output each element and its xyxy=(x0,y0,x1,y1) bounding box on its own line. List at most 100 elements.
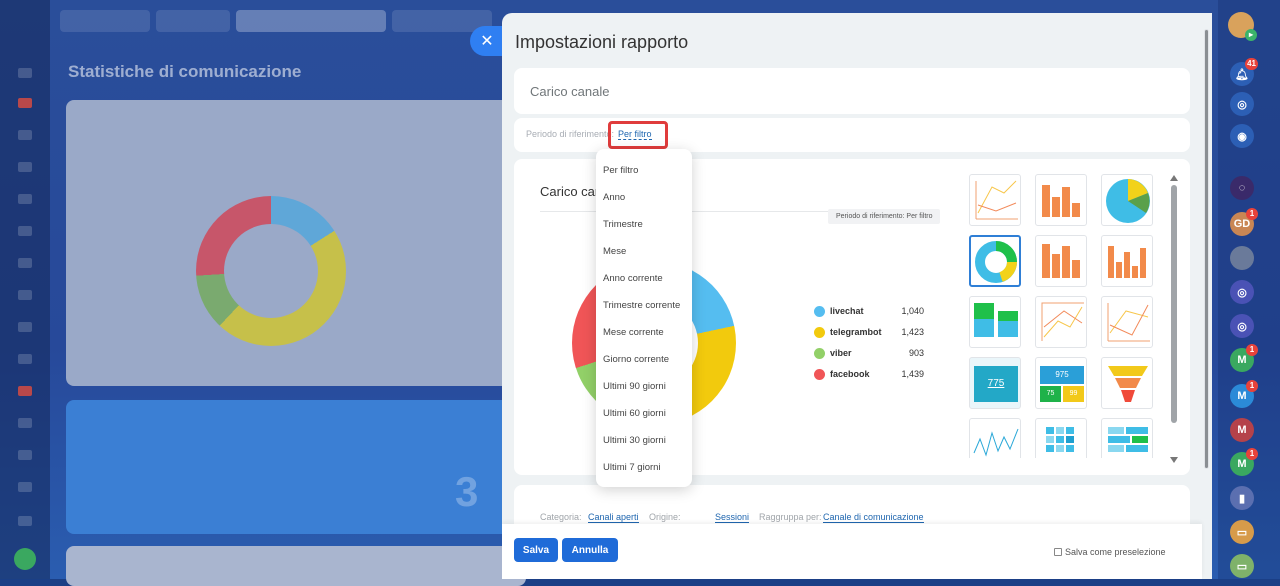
checkbox-icon[interactable] xyxy=(1054,548,1062,556)
period-option[interactable]: Mese corrente xyxy=(603,327,664,338)
group-avatar[interactable] xyxy=(1230,246,1254,270)
number-tile-thumbnail[interactable]: 775 xyxy=(969,357,1021,409)
period-option[interactable]: Anno corrente xyxy=(603,273,663,284)
legend-label: viber xyxy=(830,348,852,358)
avatar-m[interactable]: M xyxy=(1230,418,1254,442)
message-icon[interactable]: ▭ xyxy=(1230,520,1254,544)
save-button[interactable]: Salva xyxy=(514,538,558,562)
legend-value: 1,439 xyxy=(901,369,924,379)
unread-badge: 1 xyxy=(1246,380,1258,392)
period-option[interactable]: Ultimi 30 giorni xyxy=(603,435,666,446)
target-icon[interactable]: ◎ xyxy=(1230,92,1254,116)
bar-chart-icon xyxy=(1042,244,1080,278)
cancel-button[interactable]: Annulla xyxy=(562,538,618,562)
donut-chart-thumbnail[interactable] xyxy=(969,235,1021,287)
notification-badge: 41 xyxy=(1245,58,1258,70)
donut-chart-icon xyxy=(975,241,1017,283)
sidebar-icon xyxy=(18,322,32,332)
period-card: Periodo di riferimento: Per filtro xyxy=(514,118,1190,152)
gallery-scrollbar[interactable] xyxy=(1169,173,1179,463)
line-chart-thumbnail[interactable] xyxy=(1035,296,1087,348)
period-option[interactable]: Ultimi 60 giorni xyxy=(603,408,666,419)
line-chart-thumbnail[interactable] xyxy=(969,174,1021,226)
legend-item: viber 903 xyxy=(814,347,924,368)
report-name-value: Carico canale xyxy=(530,84,610,99)
scroll-down-icon[interactable] xyxy=(1170,457,1178,463)
heatmap-thumbnail[interactable] xyxy=(1035,418,1087,458)
legend-item: facebook 1,439 xyxy=(814,368,924,389)
legend-dot xyxy=(814,369,825,380)
bar-chart-thumbnail[interactable] xyxy=(1035,235,1087,287)
group-value[interactable]: Canale di comunicazione xyxy=(823,512,924,523)
period-selector-link[interactable]: Per filtro xyxy=(618,129,652,140)
sidebar-icon xyxy=(18,130,32,140)
legend-dot xyxy=(814,306,825,317)
period-option[interactable]: Giorno corrente xyxy=(603,354,670,365)
multi-number-thumbnail[interactable]: 975 75 99 xyxy=(1035,357,1087,409)
period-option[interactable]: Per filtro xyxy=(603,165,639,176)
period-dropdown: Per filtro Anno Trimestre Mese Anno corr… xyxy=(596,149,692,487)
background-big-number: 3 xyxy=(455,468,479,515)
bar-chart-thumbnail[interactable] xyxy=(1101,235,1153,287)
save-preset-checkbox[interactable]: Salva come preselezione xyxy=(1054,547,1166,557)
background-tab xyxy=(60,10,150,32)
sidebar-icon xyxy=(18,194,32,204)
legend-value: 1,040 xyxy=(901,306,924,316)
close-panel-button[interactable]: ✕ xyxy=(470,26,504,56)
bar-chart-icon xyxy=(1042,185,1080,217)
channel-icon[interactable]: ◎ xyxy=(1230,314,1254,338)
period-option[interactable]: Ultimi 7 giorni xyxy=(603,462,661,473)
bell-icon[interactable]: 🔔︎ 41 xyxy=(1230,58,1258,86)
line-chart-thumbnail[interactable] xyxy=(1101,296,1153,348)
origin-value[interactable]: Sessioni xyxy=(715,512,750,523)
period-option[interactable]: Trimestre corrente xyxy=(603,300,681,311)
legend-item: telegrambot 1,423 xyxy=(814,326,924,347)
table-thumbnail[interactable] xyxy=(1101,418,1153,458)
avatar-m[interactable]: M 1 xyxy=(1230,448,1258,476)
channel-icon[interactable]: ◎ xyxy=(1230,280,1254,304)
user-avatar[interactable]: ▸ xyxy=(1228,12,1257,41)
panel-scroll-thumb[interactable] xyxy=(1204,29,1209,469)
bookmark-icon[interactable]: ▮ xyxy=(1230,486,1254,510)
scroll-up-icon[interactable] xyxy=(1170,175,1178,181)
heatmap-icon xyxy=(1046,427,1074,452)
avatar-gd[interactable]: GD 1 xyxy=(1230,208,1258,236)
left-sidebar xyxy=(0,0,50,579)
origin-label: Origine: xyxy=(649,512,681,522)
background-tab xyxy=(156,10,230,32)
background-page-title: Statistiche di comunicazione xyxy=(68,62,302,81)
legend-label: telegrambot xyxy=(830,327,882,337)
stacked-bar-thumbnail[interactable] xyxy=(969,296,1021,348)
scroll-thumb[interactable] xyxy=(1171,185,1177,423)
sidebar-icon xyxy=(18,418,32,428)
funnel-icon xyxy=(1108,366,1148,402)
sparkline-icon xyxy=(973,428,1019,457)
funnel-thumbnail[interactable] xyxy=(1101,357,1153,409)
period-option[interactable]: Anno xyxy=(603,192,626,203)
multi-number-small: 75 xyxy=(1040,386,1061,402)
sparkline-thumbnail[interactable] xyxy=(969,418,1021,458)
avatar-m[interactable]: M 1 xyxy=(1230,344,1258,372)
app-icon[interactable]: ▭ xyxy=(1230,554,1254,578)
avatar-m[interactable]: M 1 xyxy=(1230,380,1258,408)
period-option[interactable]: Ultimi 90 giorni xyxy=(603,381,666,392)
category-value[interactable]: Canali aperti xyxy=(588,512,639,523)
panel-scrollbar[interactable] xyxy=(1202,29,1210,575)
chart-type-gallery: 775 975 75 99 xyxy=(967,172,1167,458)
copilot-icon[interactable]: ◌ xyxy=(1230,176,1254,200)
table-icon xyxy=(1108,427,1148,452)
unread-badge: 1 xyxy=(1246,344,1258,356)
chat-icon[interactable]: ◉ xyxy=(1230,124,1254,148)
legend-value: 1,423 xyxy=(901,327,924,337)
background-card xyxy=(66,546,526,586)
pie-chart-thumbnail[interactable] xyxy=(1101,174,1153,226)
background-tab xyxy=(236,10,386,32)
sidebar-icon xyxy=(14,548,36,570)
bar-chart-thumbnail[interactable] xyxy=(1035,174,1087,226)
report-name-field[interactable]: Carico canale xyxy=(514,68,1190,114)
legend-dot xyxy=(814,348,825,359)
divider xyxy=(540,211,940,212)
legend-dot xyxy=(814,327,825,338)
period-option[interactable]: Mese xyxy=(603,246,627,257)
period-option[interactable]: Trimestre xyxy=(603,219,643,230)
